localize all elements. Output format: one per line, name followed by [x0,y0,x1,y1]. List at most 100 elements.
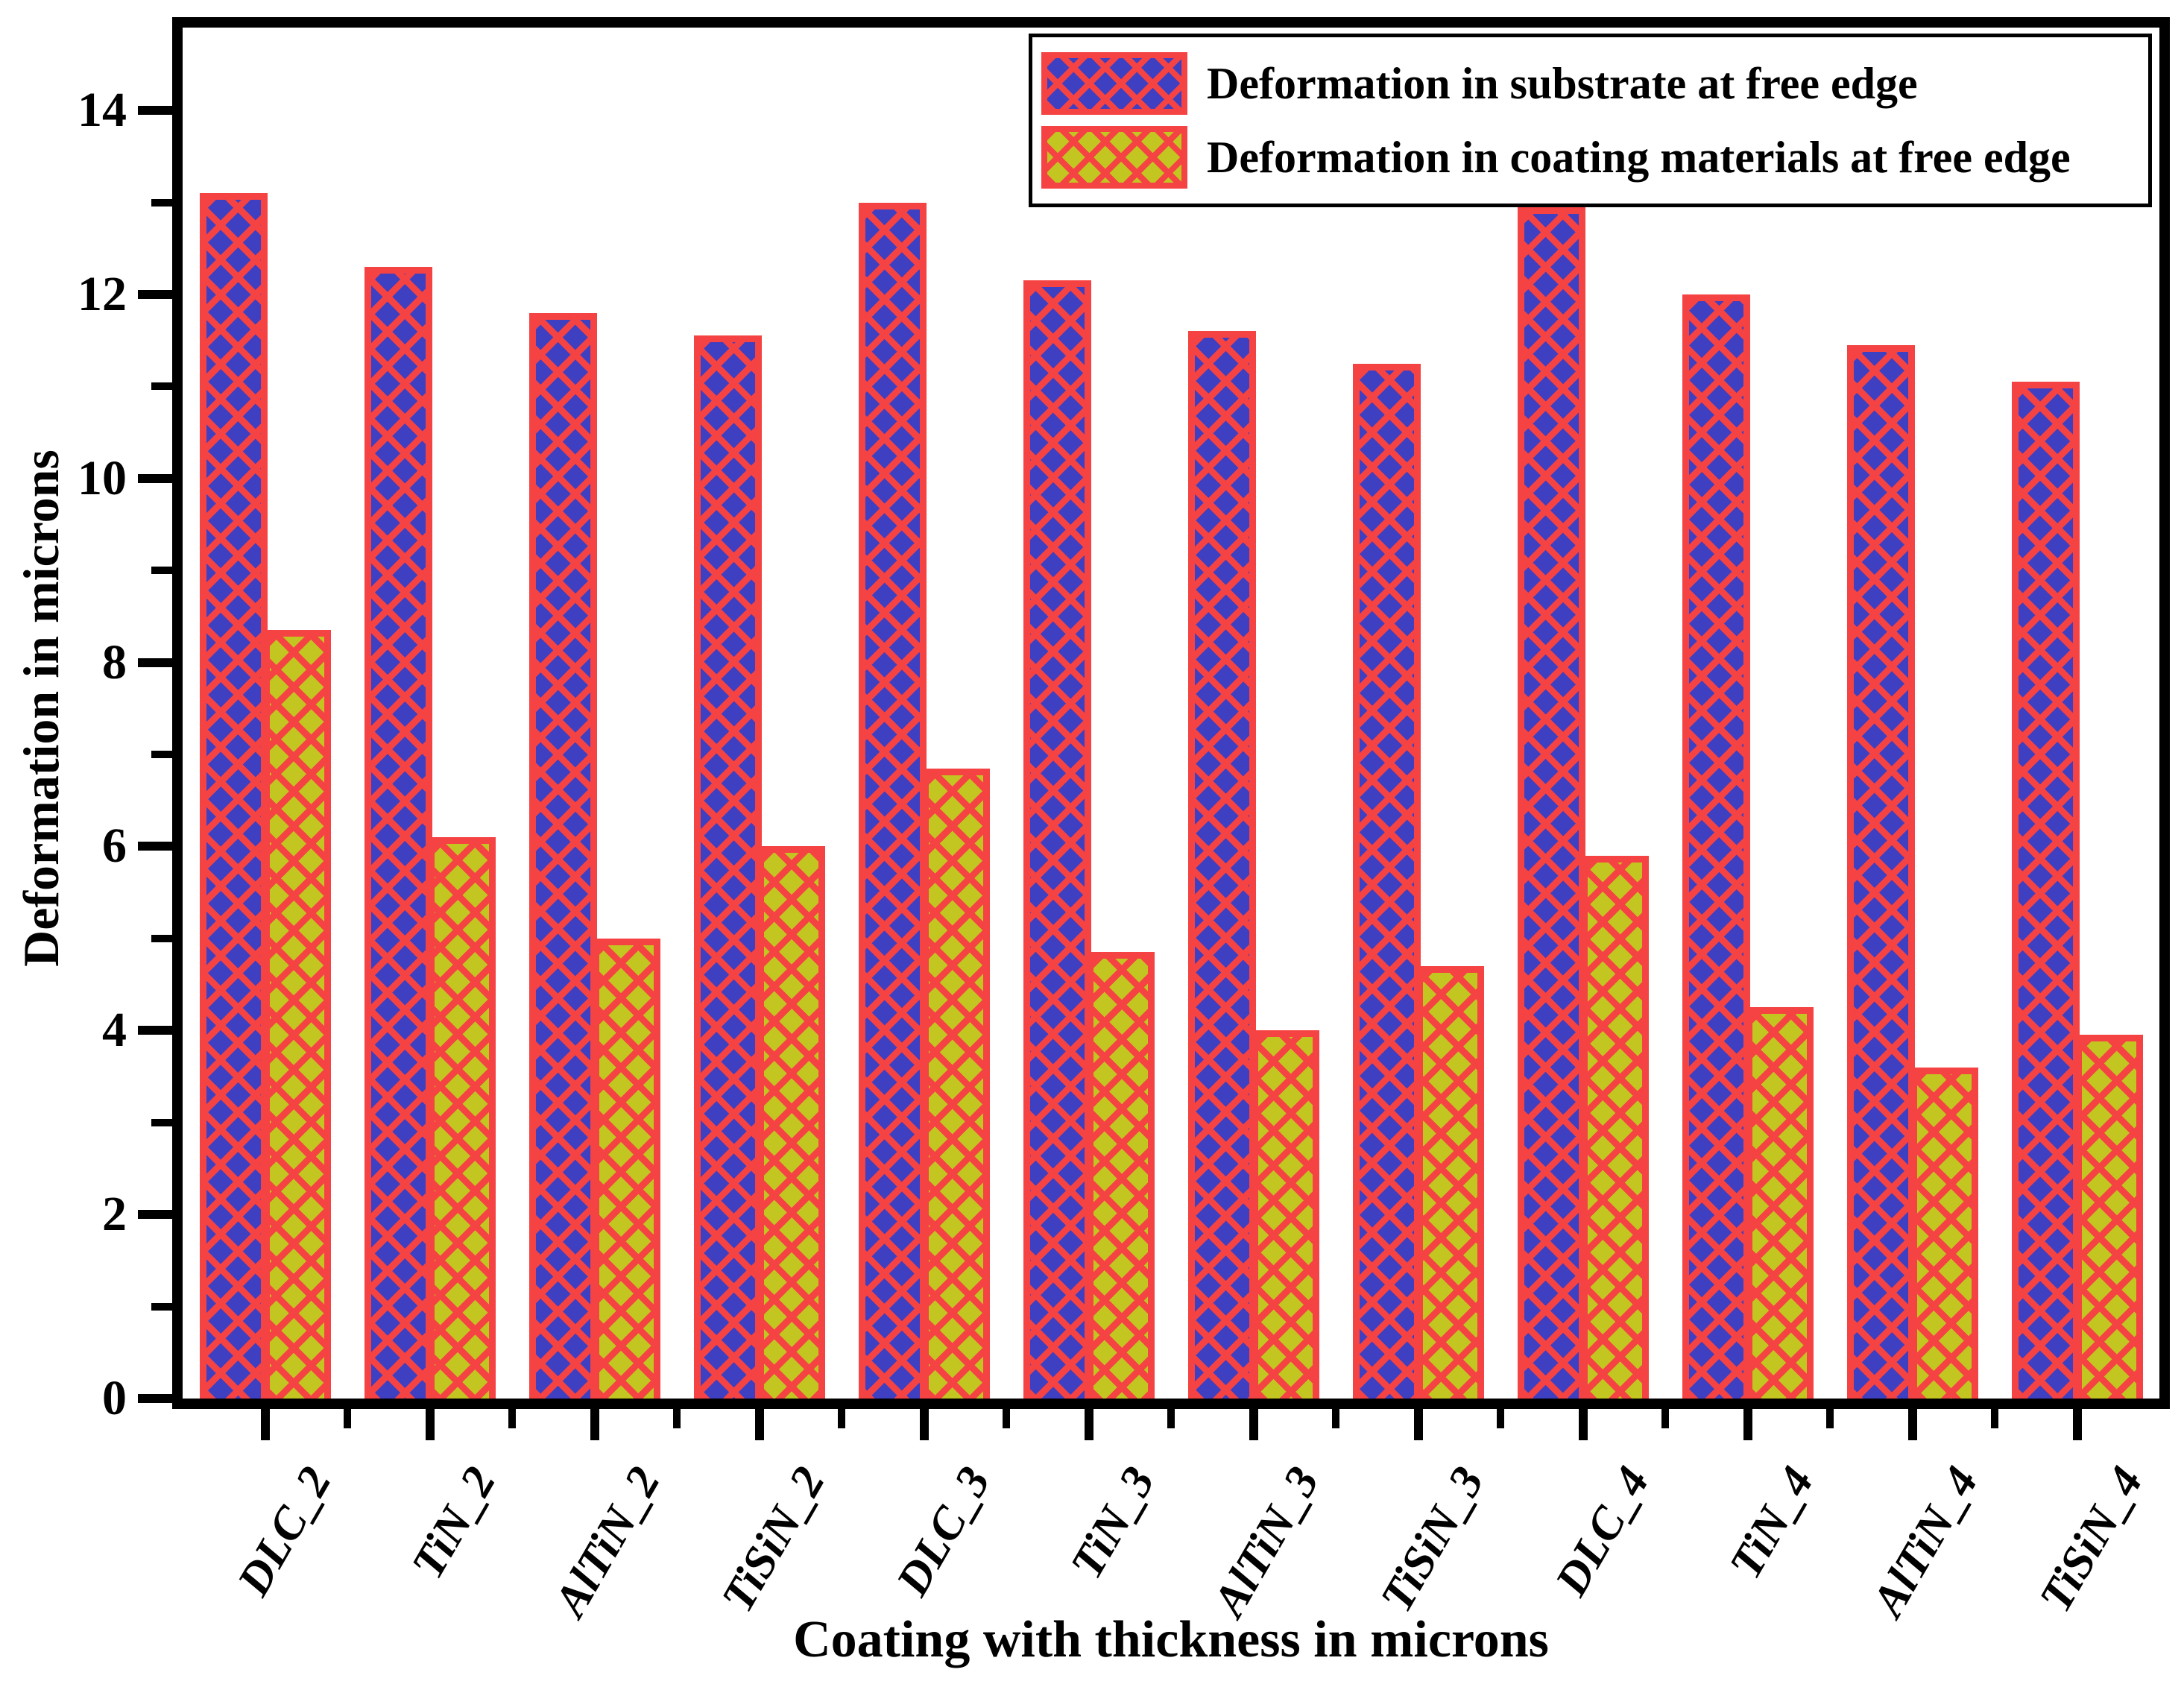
y-tick-major-6 [138,842,172,851]
y-tick-minor-7 [151,751,172,759]
y-tick-major-12 [138,289,172,299]
x-tick-major-TiN_3 [1084,1409,1093,1440]
bar-group-AlTiN_3 [1171,28,1336,1399]
substrate-bar-AlTiN_2 [528,312,597,1399]
x-tick-major-DLC_3 [919,1409,929,1440]
x-tick-minor-11 [1991,1409,1998,1428]
x-category-label-TiSiN_3: TiSiN_3 [1371,1458,1495,1621]
legend-swatch-substrate [1041,51,1187,115]
x-category-label-AlTiN_3: AlTiN_3 [1204,1458,1330,1625]
x-tick-major-AlTiN_4 [1907,1409,1917,1440]
coating-bar-TiSiN_3 [1416,965,1484,1399]
coating-bar-AlTiN_4 [1910,1067,1978,1399]
y-tick-major-10 [138,473,172,483]
x-tick-major-TiN_4 [1743,1409,1752,1440]
bar-group-AlTiN_2 [512,28,677,1399]
x-category-label-TiSiN_2: TiSiN_2 [712,1458,836,1621]
bar-group-TiN_2 [347,28,512,1399]
coating-bar-DLC_2 [262,630,331,1399]
y-tick-minor-13 [151,198,172,206]
y-tick-major-2 [138,1210,172,1220]
bar-group-DLC_2 [183,28,347,1399]
coating-bar-TiN_2 [427,837,496,1399]
y-tick-major-14 [138,106,172,116]
substrate-bar-TiSiN_2 [693,335,762,1399]
y-tick-minor-5 [151,934,172,942]
x-category-label-AlTiN_4: AlTiN_4 [1863,1458,1989,1625]
x-tick-major-AlTiN_3 [1249,1409,1258,1440]
bar-group-DLC_3 [842,28,1006,1399]
substrate-bar-TiN_4 [1682,294,1750,1399]
plot-area [172,17,2170,1409]
substrate-bar-AlTiN_3 [1187,331,1256,1399]
x-axis-title: Coating with thickness in microns [793,1611,1549,1668]
y-tick-label-0: 0 [102,1371,127,1425]
bar-group-TiSiN_3 [1336,28,1500,1399]
legend-swatch-coating [1041,126,1187,189]
coating-bar-TiN_3 [1086,952,1155,1399]
bars-container [183,28,2159,1399]
y-tick-label-6: 6 [102,819,127,874]
y-tick-label-10: 10 [78,450,127,505]
substrate-bar-AlTiN_4 [1846,344,1915,1399]
x-tick-minor-4 [838,1409,845,1428]
bar-group-TiSiN_2 [677,28,842,1399]
y-tick-major-8 [138,658,172,667]
x-category-label-AlTiN_2: AlTiN_2 [545,1458,671,1625]
x-category-label-DLC_3: DLC_3 [886,1458,1000,1604]
substrate-bar-TiSiN_3 [1352,363,1421,1399]
coating-bar-DLC_4 [1580,855,1649,1399]
legend-label-substrate: Deformation in substrate at free edge [1207,58,1918,108]
x-tick-major-DLC_4 [1578,1409,1588,1440]
bar-group-TiN_4 [1665,28,1830,1399]
y-axis-title: Deformation in microns [13,450,69,967]
y-tick-minor-11 [151,382,172,391]
y-tick-major-0 [138,1394,172,1403]
coating-bar-TiN_4 [1745,1007,1814,1399]
coating-bar-TiSiN_4 [2074,1035,2143,1399]
y-tick-minor-1 [151,1302,172,1311]
substrate-bar-DLC_2 [199,193,268,1399]
y-tick-minor-3 [151,1118,172,1126]
coating-bar-DLC_3 [921,768,990,1399]
x-tick-minor-5 [1003,1409,1010,1428]
y-tick-major-4 [138,1026,172,1035]
x-tick-major-TiSiN_3 [1413,1409,1423,1440]
x-tick-major-TiSiN_2 [754,1409,764,1440]
coating-bar-AlTiN_3 [1251,1030,1319,1399]
x-category-label-TiSiN_4: TiSiN_4 [2030,1458,2153,1621]
substrate-bar-DLC_4 [1517,206,1585,1399]
legend-label-coating: Deformation in coating materials at free… [1207,133,2071,183]
x-tick-minor-2 [508,1409,516,1428]
bar-group-DLC_4 [1500,28,1665,1399]
x-category-label-DLC_2: DLC_2 [227,1458,341,1604]
coating-bar-TiSiN_2 [757,846,825,1399]
x-tick-major-DLC_2 [260,1409,270,1440]
substrate-bar-DLC_3 [858,202,927,1399]
bar-group-TiN_3 [1006,28,1171,1399]
x-category-label-TiN_2: TiN_2 [402,1458,506,1587]
x-tick-major-AlTiN_2 [590,1409,599,1440]
x-tick-minor-10 [1826,1409,1834,1428]
y-tick-label-12: 12 [78,266,127,321]
x-tick-major-TiN_2 [425,1409,435,1440]
x-tick-minor-7 [1332,1409,1339,1428]
substrate-bar-TiN_3 [1023,280,1091,1399]
x-category-label-DLC_4: DLC_4 [1545,1458,1659,1604]
x-tick-major-TiSiN_4 [2072,1409,2082,1440]
y-tick-minor-9 [151,567,172,575]
x-tick-minor-6 [1167,1409,1175,1428]
x-tick-minor-1 [344,1409,351,1428]
bar-group-TiSiN_4 [1995,28,2159,1399]
x-tick-minor-3 [673,1409,681,1428]
x-tick-minor-8 [1497,1409,1504,1428]
y-tick-label-8: 8 [102,634,127,690]
legend: Deformation in substrate at free edge Def… [1029,34,2152,207]
legend-item-1: Deformation in coating materials at free… [1041,126,2141,189]
y-tick-label-2: 2 [102,1187,127,1242]
x-category-label-TiN_4: TiN_4 [1720,1458,1824,1587]
legend-item-0: Deformation in substrate at free edge [1041,51,2141,115]
x-category-label-TiN_3: TiN_3 [1061,1458,1165,1587]
y-tick-label-14: 14 [78,83,127,138]
y-tick-label-4: 4 [102,1003,127,1058]
